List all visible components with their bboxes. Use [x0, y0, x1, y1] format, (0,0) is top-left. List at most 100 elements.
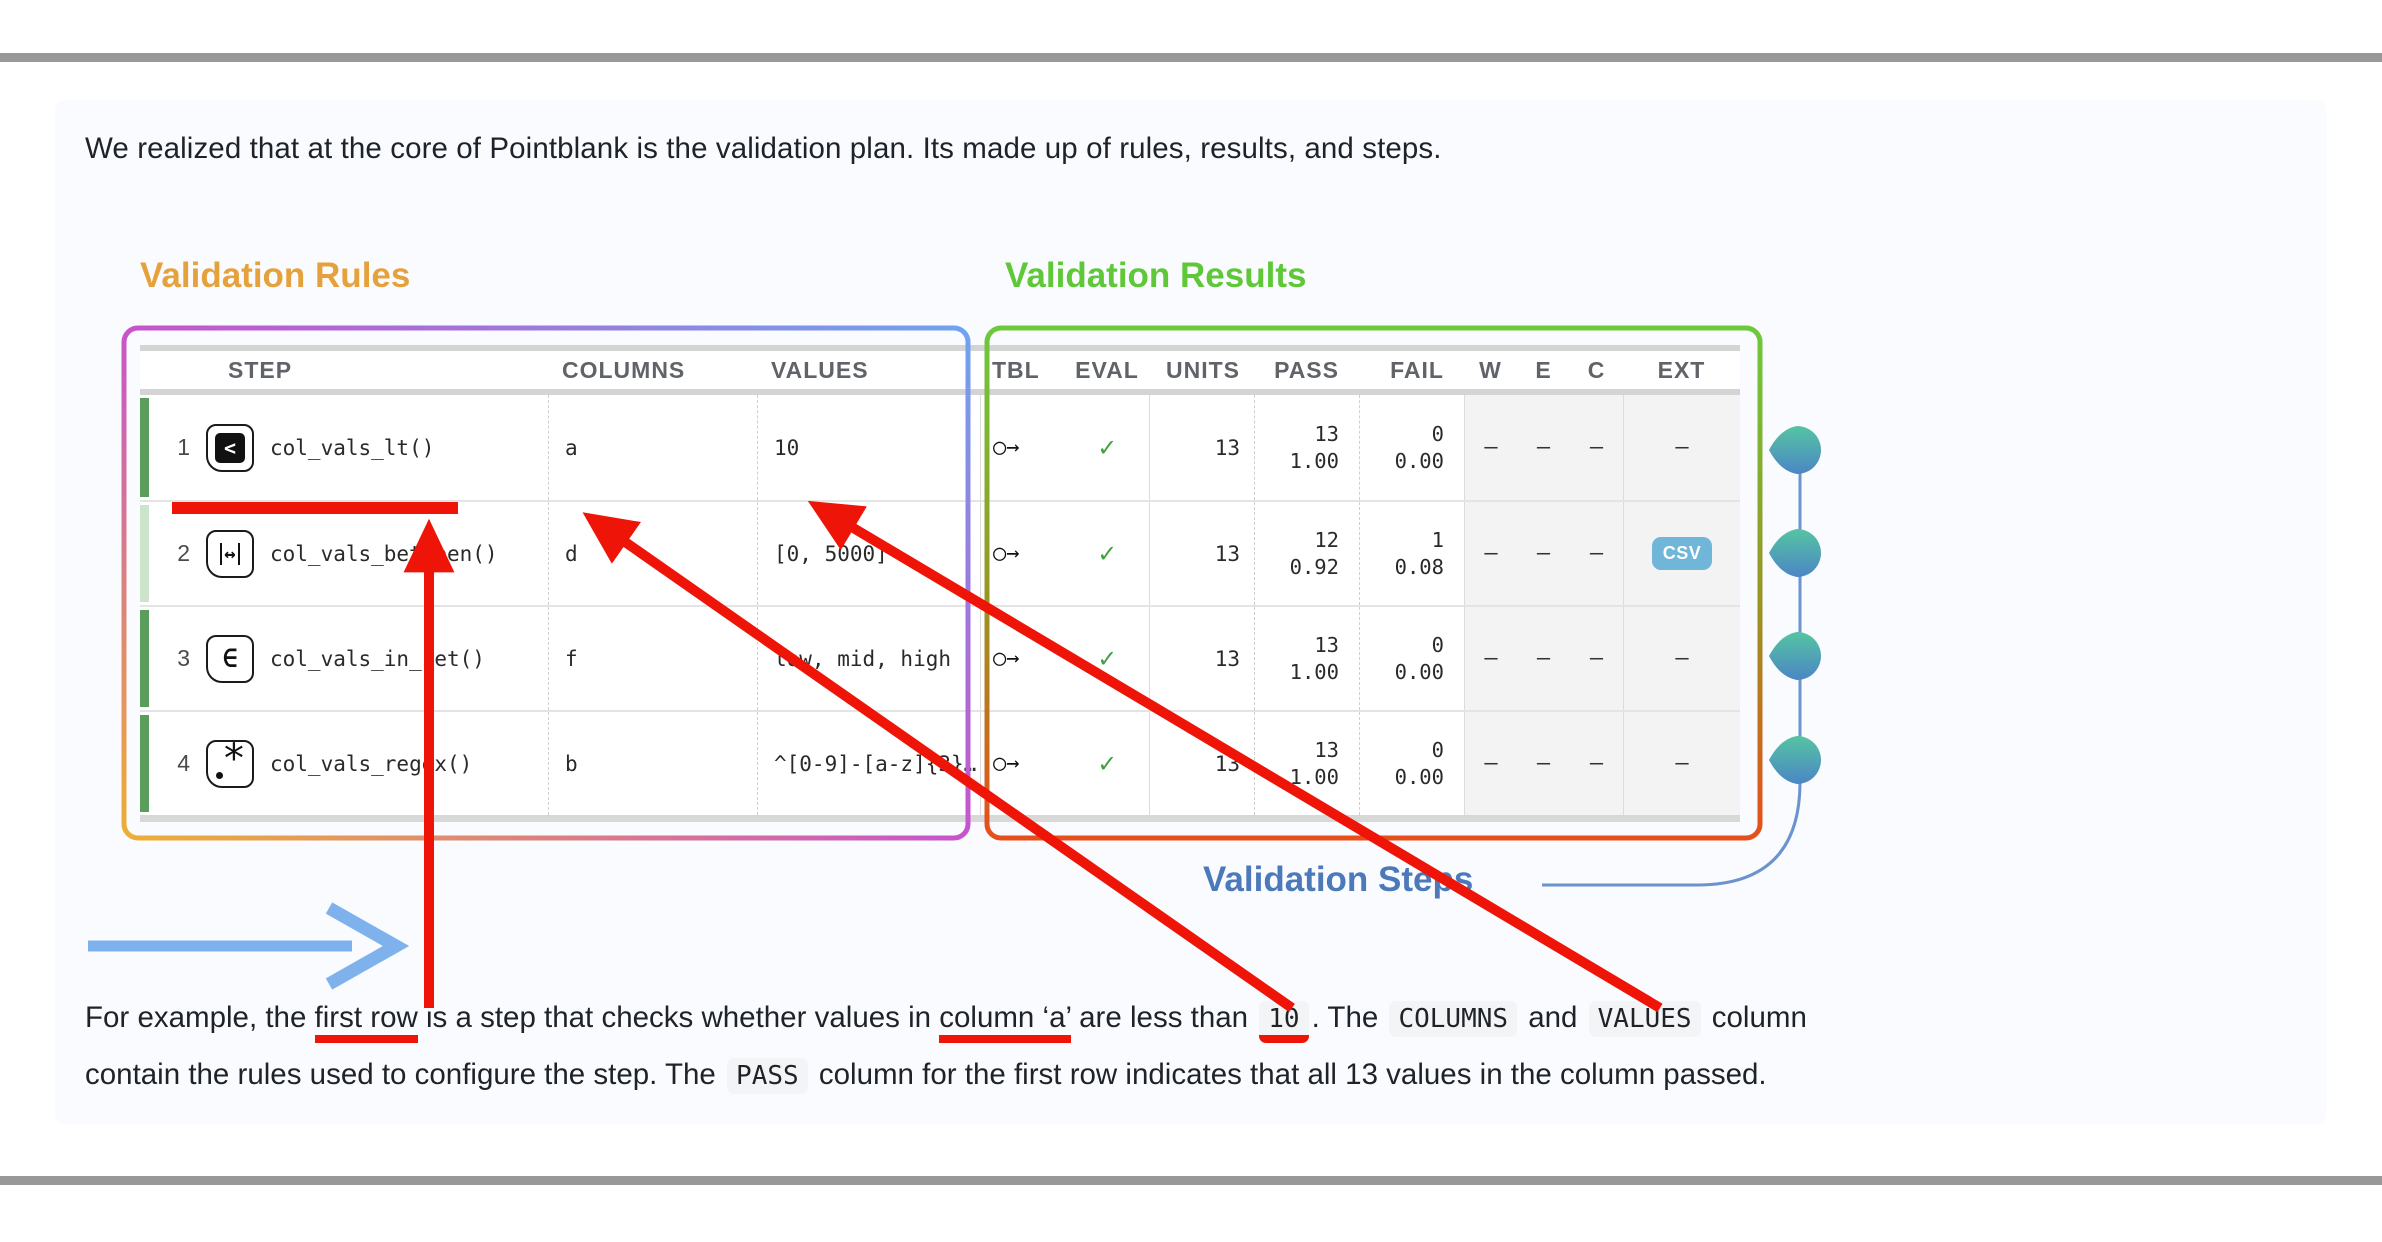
step-function: col_vals_between() [270, 541, 498, 566]
header-columns: COLUMNS [562, 356, 686, 383]
cell-units: 13 [1149, 502, 1254, 605]
table-row: 3 ∈ col_vals_in_set() f low, mid, high ○→ ✓ 13 1… [140, 605, 1740, 710]
step-number: 2 [177, 540, 190, 566]
cell-pass: 13 1.00 [1254, 395, 1359, 500]
header-c: C [1587, 356, 1606, 383]
table-body: 1 < col_vals_lt() a 10 ○→ ✓ 13 13 1.00 0 0.00— — — —2 ↔… [140, 395, 1740, 815]
cell-w: — [1464, 395, 1517, 500]
cell-pass: 13 1.00 [1254, 607, 1359, 710]
step-icon-box: ∈ [206, 634, 254, 683]
step-function: col_vals_regex() [270, 751, 473, 776]
table-transform-icon: ○→ [993, 751, 1020, 776]
status-strip [140, 502, 150, 605]
bottom-divider [0, 1176, 2382, 1185]
cell-ext: — [1623, 395, 1740, 500]
header-strip [140, 351, 150, 389]
table-header-row: STEP COLUMNS VALUES TBL EVAL UNITS PASS … [140, 345, 1740, 395]
validation-table: STEP COLUMNS VALUES TBL EVAL UNITS PASS … [140, 345, 1740, 822]
cell-c: — [1570, 712, 1623, 815]
step-icon-box: * [206, 739, 254, 788]
header-pass: PASS [1274, 356, 1339, 383]
explanation-text: For example, the first row is a step tha… [85, 990, 1807, 1104]
cell-values: [0, 5000] [757, 502, 980, 605]
between-icon: ↔ [220, 542, 240, 565]
cell-step: 4 * col_vals_regex() [150, 712, 548, 815]
cell-fail: 0 0.00 [1359, 607, 1464, 710]
table-row: 1 < col_vals_lt() a 10 ○→ ✓ 13 13 1.00 0 0.00— — — — [140, 395, 1740, 500]
text-segment: 10 [1259, 1001, 1309, 1043]
cell-tbl: ○→ [980, 395, 1065, 500]
step-icon-box: ↔ [206, 529, 254, 578]
cell-ext: — [1623, 712, 1740, 815]
step-function: col_vals_in_set() [270, 646, 485, 671]
cell-c: — [1570, 395, 1623, 500]
header-values: VALUES [771, 356, 869, 383]
text-segment: are less than [1070, 1001, 1257, 1034]
less-than-icon: < [215, 432, 245, 463]
validation-steps-heading: Validation Steps [1203, 860, 1474, 899]
table-row: 4 * col_vals_regex() b ^[0-9]-[a-z]{3}… ○→ ✓ 13… [140, 710, 1740, 815]
text-segment: column for the first row indicates that … [810, 1058, 1767, 1091]
text-segment: is a step that checks whether values in [417, 1001, 940, 1034]
cell-tbl: ○→ [980, 607, 1065, 710]
cell-step: 1 < col_vals_lt() [150, 395, 548, 500]
text-segment: and [1520, 1001, 1586, 1034]
status-strip [140, 712, 150, 815]
cell-e: — [1517, 712, 1570, 815]
cell-columns: a [548, 395, 757, 500]
cell-values: low, mid, high [757, 607, 980, 710]
top-divider [0, 53, 2382, 62]
cell-tbl: ○→ [980, 712, 1065, 815]
step-number: 1 [177, 434, 190, 460]
step-icon-box: < [206, 423, 254, 472]
csv-export-button[interactable]: CSV [1651, 537, 1713, 570]
explanation-line: For example, the first row is a step tha… [85, 990, 1807, 1047]
in-set-icon: ∈ [222, 644, 238, 673]
cell-fail: 1 0.08 [1359, 502, 1464, 605]
check-icon: ✓ [1098, 432, 1116, 463]
status-strip [140, 395, 150, 500]
text-segment: column ‘a’ [939, 1001, 1071, 1043]
check-icon: ✓ [1098, 748, 1116, 779]
cell-ext: — [1623, 607, 1740, 710]
cell-pass: 12 0.92 [1254, 502, 1359, 605]
text-segment: For example, the [85, 1001, 315, 1034]
validation-results-heading: Validation Results [1005, 256, 1307, 295]
cell-eval: ✓ [1065, 712, 1149, 815]
text-segment: column [1703, 1001, 1807, 1034]
text-segment: contain the rules used to configure the … [85, 1058, 725, 1091]
cell-values: 10 [757, 395, 980, 500]
cell-e: — [1517, 607, 1570, 710]
cell-columns: b [548, 712, 757, 815]
header-eval: EVAL [1075, 356, 1139, 383]
cell-tbl: ○→ [980, 502, 1065, 605]
cell-w: — [1464, 607, 1517, 710]
cell-fail: 0 0.00 [1359, 395, 1464, 500]
text-segment: . The [1311, 1001, 1387, 1034]
header-units: UNITS [1166, 356, 1240, 383]
cell-eval: ✓ [1065, 395, 1149, 500]
cell-step: 3 ∈ col_vals_in_set() [150, 607, 548, 710]
validation-rules-heading: Validation Rules [140, 256, 411, 295]
regex-icon: * [208, 739, 252, 786]
cell-c: — [1570, 607, 1623, 710]
table-transform-icon: ○→ [993, 435, 1020, 460]
step-number: 3 [177, 645, 190, 671]
cell-e: — [1517, 502, 1570, 605]
cell-eval: ✓ [1065, 607, 1149, 710]
cell-c: — [1570, 502, 1623, 605]
content-card: We realized that at the core of Pointbla… [55, 100, 2327, 1124]
header-fail: FAIL [1390, 356, 1444, 383]
cell-step: 2 ↔ col_vals_between() [150, 502, 548, 605]
header-e: E [1535, 356, 1552, 383]
intro-text: We realized that at the core of Pointbla… [85, 132, 1442, 165]
cell-units: 13 [1149, 712, 1254, 815]
status-strip [140, 607, 150, 710]
cell-w: — [1464, 712, 1517, 815]
cell-units: 13 [1149, 607, 1254, 710]
header-tbl: TBL [992, 356, 1040, 383]
step-number: 4 [177, 750, 190, 776]
cell-eval: ✓ [1065, 502, 1149, 605]
text-segment: first row [314, 1001, 418, 1043]
